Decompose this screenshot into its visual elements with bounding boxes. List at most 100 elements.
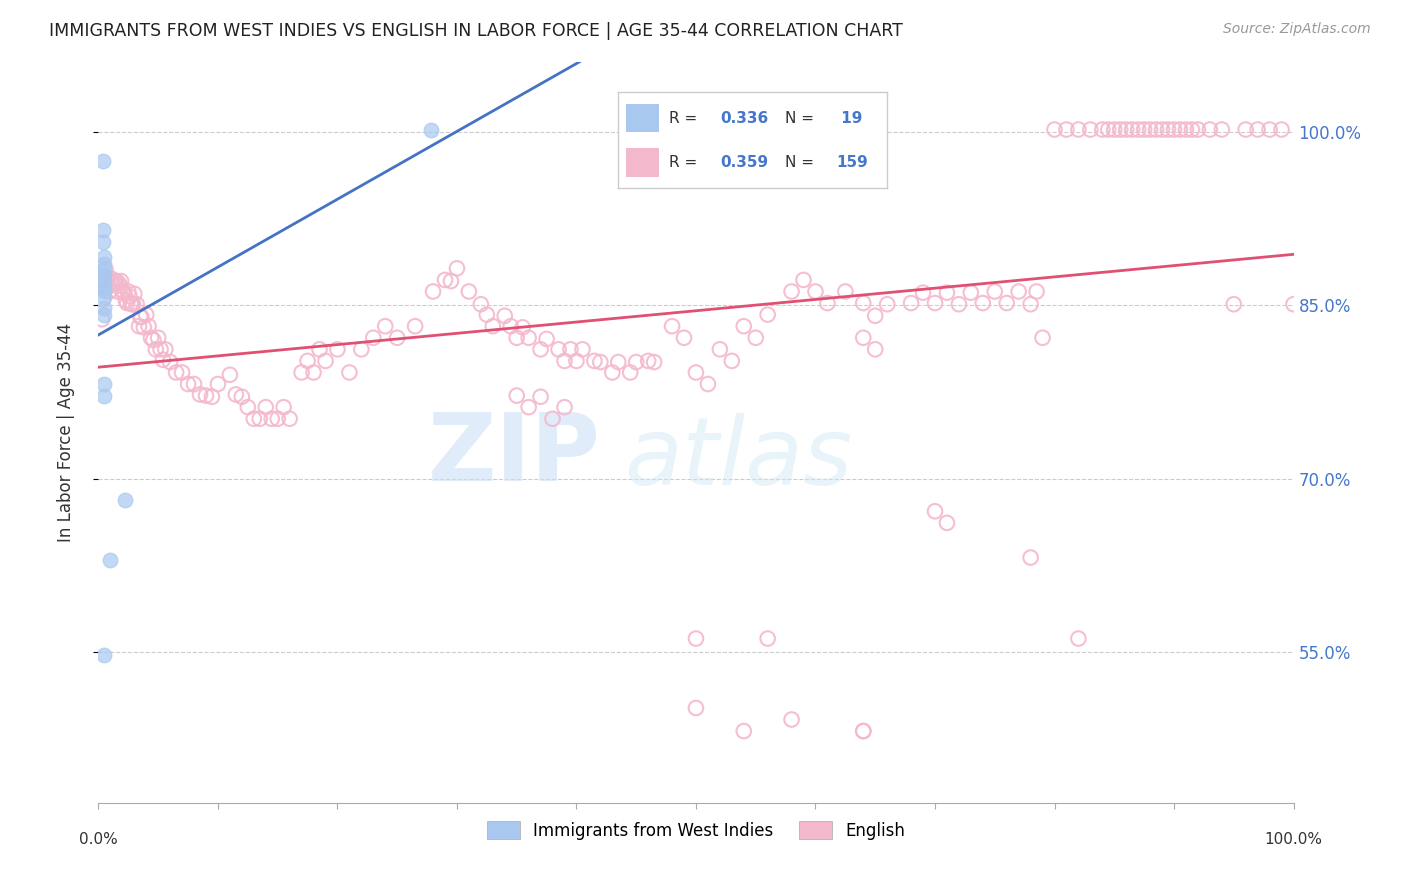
Point (326, 343, 349, 357)
Text: Source: ZipAtlas.com: Source: ZipAtlas.com (1223, 22, 1371, 37)
Point (589, 355, 612, 369)
Point (254, 400, 277, 414)
Point (91, 223, 114, 237)
Point (440, 274, 463, 288)
Point (1175, 122, 1198, 136)
Point (297, 354, 319, 368)
Point (865, 309, 887, 323)
Point (1271, 122, 1294, 136)
Point (132, 320, 155, 334)
Point (159, 355, 181, 369)
Point (115, 293, 138, 308)
Point (91, 153, 114, 168)
Point (135, 308, 157, 322)
Point (602, 366, 624, 380)
Point (93, 290, 115, 304)
Point (201, 390, 224, 404)
Point (117, 285, 139, 299)
Point (685, 632, 707, 646)
Point (267, 411, 290, 425)
Point (339, 366, 361, 380)
Point (108, 278, 131, 293)
Point (128, 319, 150, 334)
Point (1056, 122, 1078, 136)
Point (93, 268, 115, 283)
Point (131, 310, 153, 324)
Point (121, 297, 143, 311)
Text: 0.0%: 0.0% (79, 832, 118, 847)
Point (948, 297, 970, 311)
Point (470, 297, 492, 311)
Point (517, 400, 540, 414)
Point (530, 343, 553, 357)
Point (91, 312, 114, 326)
Point (852, 331, 875, 345)
Point (93, 648, 115, 662)
Text: 100.0%: 100.0% (1264, 832, 1323, 847)
Point (560, 343, 582, 357)
Text: IMMIGRANTS FROM WEST INDIES VS ENGLISH IN LABOR FORCE | AGE 35-44 CORRELATION CH: IMMIGRANTS FROM WEST INDIES VS ENGLISH I… (49, 22, 903, 40)
Point (302, 366, 325, 380)
Point (984, 285, 1007, 299)
Point (1097, 122, 1119, 136)
Point (1128, 122, 1150, 136)
Point (115, 296, 138, 310)
Point (114, 286, 136, 301)
Point (124, 286, 146, 301)
Point (571, 343, 593, 357)
Point (697, 377, 720, 392)
Point (385, 331, 409, 345)
Point (1144, 122, 1167, 136)
Point (315, 354, 337, 368)
Point (96, 281, 118, 295)
Point (1104, 122, 1126, 136)
Point (643, 355, 665, 369)
Y-axis label: In Labor Force | Age 35-44: In Labor Force | Age 35-44 (56, 323, 75, 542)
Point (1223, 297, 1246, 311)
Point (1282, 297, 1305, 311)
Point (852, 724, 875, 739)
Point (900, 296, 922, 310)
Point (1109, 122, 1132, 136)
Point (260, 411, 283, 425)
Point (1019, 297, 1042, 311)
Point (619, 366, 641, 380)
Point (745, 331, 768, 345)
Point (93, 301, 115, 315)
Point (107, 285, 129, 299)
Point (149, 343, 172, 357)
Point (506, 389, 529, 403)
Point (98, 274, 122, 288)
Point (852, 296, 875, 310)
Point (1067, 632, 1090, 646)
Point (236, 400, 259, 414)
Point (607, 355, 630, 369)
Point (1115, 122, 1137, 136)
Point (1168, 122, 1191, 136)
Point (93, 308, 115, 322)
Point (547, 343, 569, 357)
Point (142, 333, 165, 347)
Point (104, 277, 127, 291)
Point (363, 331, 385, 345)
Point (911, 285, 934, 300)
Point (517, 331, 540, 345)
Point (419, 122, 441, 136)
Point (1091, 122, 1114, 136)
Point (100, 272, 122, 286)
Point (278, 411, 301, 425)
Point (1163, 122, 1185, 136)
Point (93, 257, 115, 271)
Point (499, 319, 522, 334)
Point (506, 331, 529, 345)
Point (1121, 122, 1143, 136)
Point (673, 331, 696, 345)
Point (93, 273, 115, 287)
Point (815, 296, 838, 310)
Legend: Immigrants from West Indies, English: Immigrants from West Indies, English (479, 814, 912, 847)
Point (98, 553, 122, 567)
Point (458, 285, 481, 299)
Point (685, 366, 707, 380)
Point (243, 411, 266, 425)
Point (93, 285, 115, 299)
